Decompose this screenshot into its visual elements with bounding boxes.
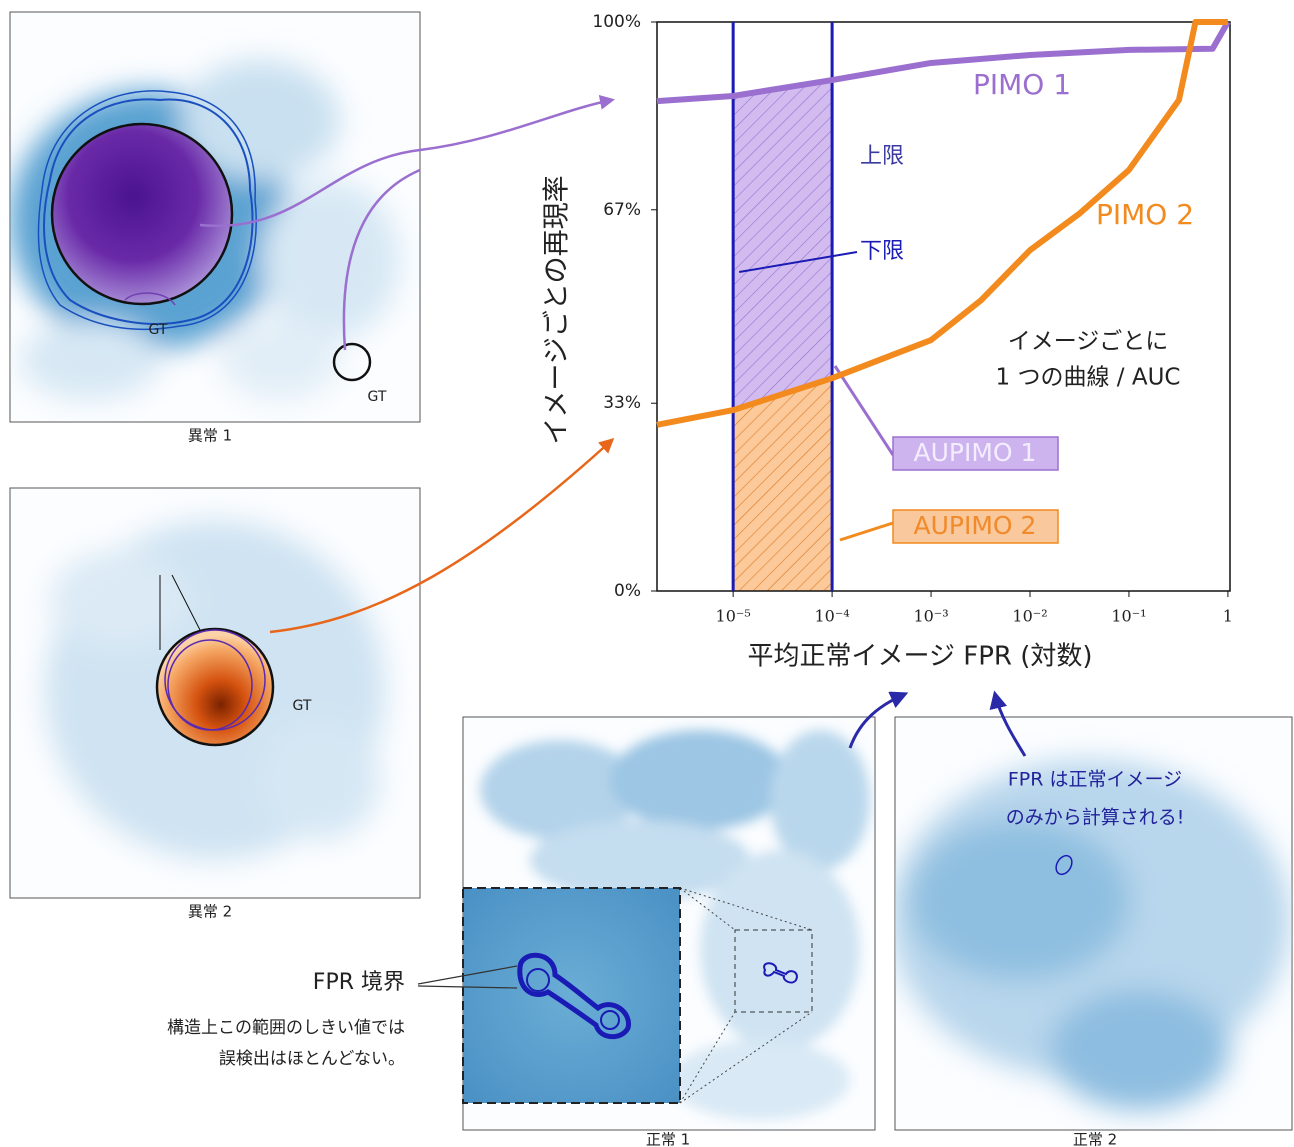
- y-tick-label: 67%: [603, 200, 641, 220]
- panel-label: 正常 1: [646, 1131, 690, 1147]
- x-tick-label: 10⁻¹: [1111, 607, 1146, 626]
- chart: イメージごとの再現率 平均正常イメージ FPR (対数) イメージごとに 1 つ…: [542, 12, 1233, 672]
- area-label: AUPIMO 1: [914, 438, 1037, 467]
- note: のみから計算される!: [1006, 807, 1185, 829]
- bound-label: 下限: [860, 239, 904, 264]
- x-tick-label: 10⁻⁵: [716, 607, 751, 626]
- series-label: PIMO 2: [1096, 198, 1194, 231]
- annotation: 1 つの曲線 / AUC: [996, 365, 1181, 391]
- figure: GT GT 異常 1 GT 異常 2: [0, 0, 1294, 1147]
- x-tick-label: 10⁻²: [1012, 607, 1047, 626]
- y-tick-label: 33%: [603, 393, 641, 413]
- panel-label: 異常 1: [188, 427, 232, 445]
- leader-line: [840, 523, 893, 540]
- gt-label: GT: [293, 698, 312, 714]
- note: 構造上この範囲のしきい値では: [167, 1018, 405, 1038]
- x-tick-label: 10⁻³: [913, 607, 948, 626]
- panel-label: 異常 2: [188, 903, 232, 921]
- bound-label: 上限: [860, 144, 904, 169]
- y-tick-label: 0%: [614, 581, 641, 601]
- x-axis-label: 平均正常イメージ FPR (対数): [748, 642, 1093, 672]
- zoom-inset: [463, 888, 680, 1103]
- note: FPR は正常イメージ: [1008, 769, 1182, 791]
- gt-label: GT: [368, 389, 387, 405]
- page: GT GT 異常 1 GT 異常 2: [0, 0, 1294, 1147]
- y-axis-label: イメージごとの再現率: [542, 175, 573, 444]
- anomaly-1-panel: GT GT 異常 1: [10, 12, 420, 445]
- area-label: AUPIMO 2: [914, 511, 1037, 540]
- series-line: [657, 22, 1228, 101]
- note: 誤検出はほとんどない。: [219, 1049, 405, 1069]
- leader-line: [835, 366, 893, 455]
- anomaly-blob: [52, 124, 232, 304]
- panel-label: 正常 2: [1073, 1131, 1117, 1147]
- anomaly-blob: [157, 629, 273, 745]
- annotation: イメージごとに: [1008, 329, 1169, 355]
- gt-label: GT: [149, 322, 168, 338]
- fpr-boundary-label: FPR 境界: [313, 970, 405, 995]
- series-label: PIMO 1: [973, 68, 1071, 101]
- normal-2-panel: FPR は正常イメージ のみから計算される! 正常 2: [890, 717, 1292, 1147]
- y-tick-label: 100%: [592, 12, 641, 32]
- anomaly-2-panel: GT 異常 2: [10, 488, 420, 921]
- x-tick-label: 1: [1223, 607, 1233, 626]
- x-tick-label: 10⁻⁴: [814, 607, 849, 626]
